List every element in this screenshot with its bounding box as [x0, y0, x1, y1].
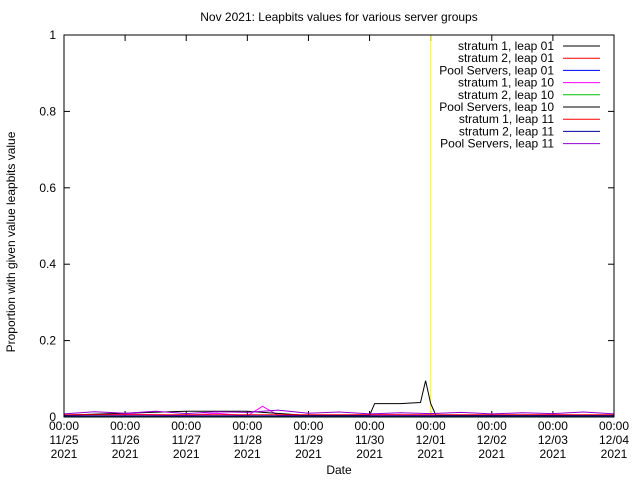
y-tick-label: 0.8	[39, 104, 56, 118]
x-tick-label: 00:00	[416, 419, 446, 433]
x-tick-label: 11/25	[49, 433, 78, 447]
y-axis-label: Proportion with given value leapbits val…	[4, 131, 18, 352]
y-tick-label: 0	[49, 410, 56, 424]
x-tick-label: 00:00	[49, 419, 79, 433]
axis-ticks: 00.20.40.60.8100:0011/25202100:0011/2620…	[39, 28, 629, 461]
x-tick-label: 2021	[51, 447, 78, 461]
x-tick-label: 2021	[173, 447, 200, 461]
y-tick-label: 0.4	[39, 257, 56, 271]
legend-label: stratum 2, leap 11	[459, 124, 554, 138]
x-tick-label: 2021	[112, 447, 139, 461]
x-tick-label: 11/27	[172, 433, 201, 447]
series-lines	[63, 380, 615, 418]
x-tick-label: 2021	[417, 447, 444, 461]
x-tick-label: 2021	[295, 447, 322, 461]
plot-frame	[63, 34, 615, 418]
x-tick-label: 00:00	[477, 419, 507, 433]
legend-label: stratum 1, leap 10	[458, 76, 554, 90]
legend-label: stratum 1, leap 11	[459, 112, 554, 126]
x-tick-label: 11/26	[111, 433, 140, 447]
y-tick-label: 1	[49, 28, 56, 42]
x-tick-label: 11/28	[233, 433, 262, 447]
x-tick-label: 12/03	[538, 433, 568, 447]
x-tick-label: 00:00	[171, 419, 201, 433]
x-tick-label: 2021	[234, 447, 261, 461]
x-tick-label: 2021	[356, 447, 383, 461]
x-tick-label: 11/29	[294, 433, 323, 447]
x-tick-label: 00:00	[538, 419, 568, 433]
y-tick-label: 0.2	[39, 334, 56, 348]
legend-label: Pool Servers, leap 01	[439, 63, 554, 77]
x-tick-label: 00:00	[355, 419, 385, 433]
x-tick-label: 2021	[540, 447, 567, 461]
legend-label: stratum 2, leap 01	[458, 51, 554, 65]
x-tick-label: 12/02	[477, 433, 507, 447]
x-axis-label: Date	[326, 463, 352, 477]
legend-label: stratum 1, leap 01	[458, 39, 554, 53]
x-tick-label: 2021	[601, 447, 628, 461]
legend-label: Pool Servers, leap 10	[439, 100, 554, 114]
x-tick-label: 00:00	[599, 419, 629, 433]
x-tick-label: 2021	[478, 447, 505, 461]
x-tick-label: 12/01	[416, 433, 446, 447]
x-tick-label: 12/04	[599, 433, 629, 447]
series-line	[63, 380, 614, 416]
series-line	[63, 409, 615, 415]
x-tick-label: 11/30	[355, 433, 384, 447]
x-tick-label: 00:00	[110, 419, 140, 433]
x-tick-label: 00:00	[293, 419, 323, 433]
y-tick-label: 0.6	[39, 181, 56, 195]
legend-label: stratum 2, leap 10	[458, 88, 554, 102]
chart-title: Nov 2021: Leapbits values for various se…	[200, 10, 477, 24]
legend-label: Pool Servers, leap 11	[440, 137, 554, 151]
x-tick-label: 00:00	[232, 419, 262, 433]
